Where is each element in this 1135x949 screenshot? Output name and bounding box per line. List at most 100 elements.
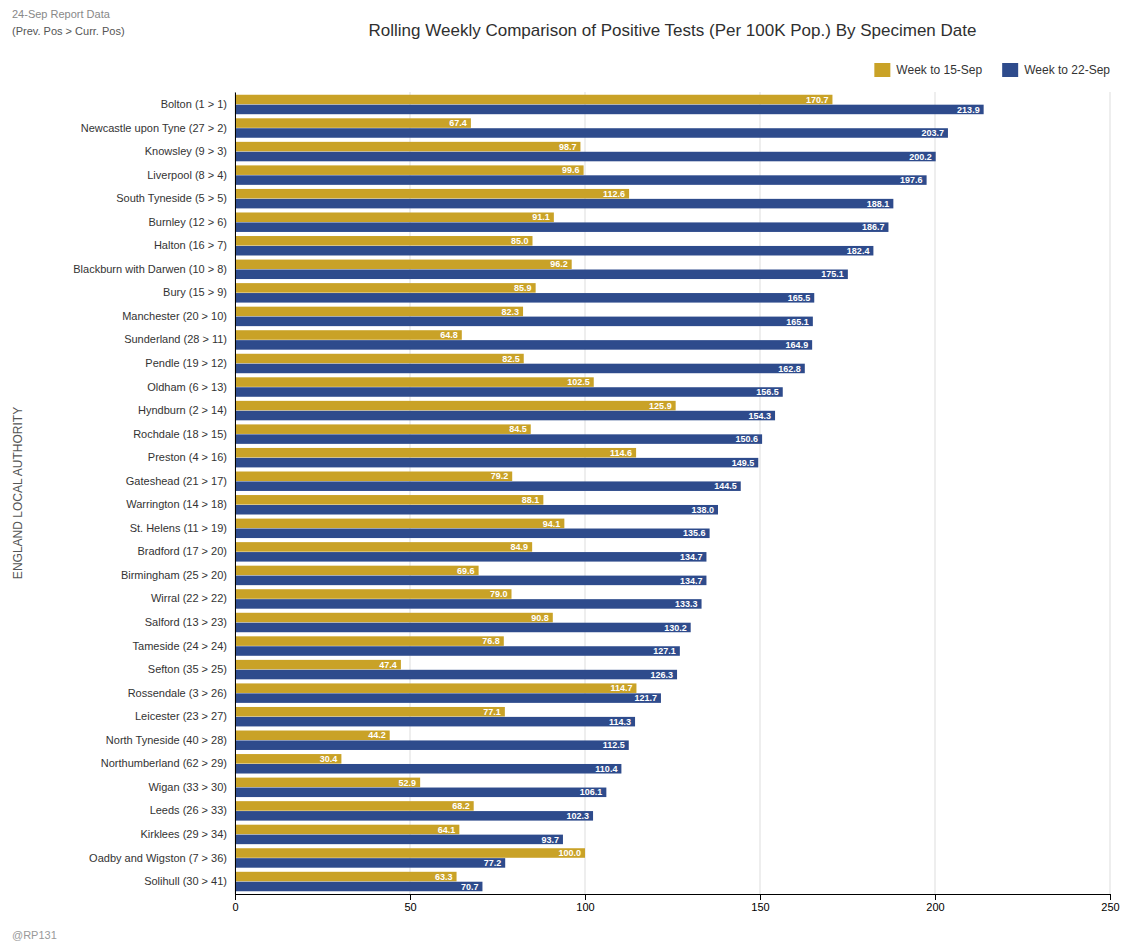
tick-label: Warrington (14 > 18) — [126, 498, 227, 510]
tick: Newcastle upon Tyne (27 > 2) — [81, 122, 227, 134]
bar — [235, 236, 533, 246]
tick-label: Kirklees (29 > 34) — [140, 828, 227, 840]
bar — [235, 623, 691, 633]
tick: Kirklees (29 > 34) — [140, 828, 227, 840]
bar — [235, 683, 636, 693]
annotation: @RP131 — [12, 929, 57, 941]
tick-label: Pendle (19 > 12) — [145, 357, 227, 369]
tick-label: Hyndburn (2 > 14) — [138, 404, 227, 416]
bar — [235, 670, 677, 680]
tick: Wigan (33 > 30) — [148, 781, 227, 793]
bar — [235, 764, 621, 774]
tick-label: 150 — [751, 901, 769, 913]
data-label: 102.5 — [567, 377, 590, 387]
data-label: 213.9 — [957, 105, 980, 115]
bar — [235, 825, 459, 835]
tick: Oadby and Wigston (7 > 36) — [89, 851, 227, 863]
bar — [235, 212, 554, 222]
legend-item: Week to 22-Sep — [1002, 63, 1110, 77]
tick: Blackburn with Darwen (10 > 8) — [73, 263, 227, 275]
tick: Warrington (14 > 18) — [126, 498, 227, 510]
tick-label: Salford (13 > 23) — [145, 616, 227, 628]
tick-label: Wigan (33 > 30) — [148, 781, 227, 793]
data-label: 133.3 — [675, 599, 698, 609]
tick-label: 100 — [576, 901, 594, 913]
tick-label: Burnley (12 > 6) — [148, 216, 227, 228]
tick: Bradford (17 > 20) — [137, 545, 227, 557]
tick: Pendle (19 > 12) — [145, 357, 227, 369]
tick: Sunderland (28 > 11) — [124, 333, 227, 345]
bar — [235, 260, 572, 270]
bar — [235, 566, 479, 576]
tick-label: Sunderland (28 > 11) — [124, 333, 227, 345]
data-label: 144.5 — [714, 481, 737, 491]
tick: 150 — [751, 894, 769, 913]
tick: Manchester (20 > 10) — [122, 310, 227, 322]
tick: Hyndburn (2 > 14) — [138, 404, 227, 416]
data-label: 90.8 — [531, 613, 549, 623]
bar — [235, 740, 629, 750]
data-label: 84.9 — [511, 542, 529, 552]
tick: Rochdale (18 > 15) — [133, 428, 227, 440]
tick: Gateshead (21 > 17) — [126, 475, 227, 487]
bar — [235, 754, 341, 764]
data-label: 156.5 — [756, 387, 779, 397]
data-label: 182.4 — [847, 246, 870, 256]
bar — [235, 222, 888, 232]
data-label: 121.7 — [634, 693, 657, 703]
tick: Sefton (35 > 25) — [148, 663, 227, 675]
tick-label: Solihull (30 > 41) — [144, 875, 227, 887]
tick-label: Bolton (1 > 1) — [161, 98, 227, 110]
tick-label: Newcastle upon Tyne (27 > 2) — [81, 122, 227, 134]
bar — [235, 142, 580, 152]
tick: Preston (4 > 16) — [148, 451, 227, 463]
bar — [235, 481, 741, 491]
plot-area: 170.767.498.799.6112.691.185.096.285.982… — [73, 92, 1119, 913]
data-label: 154.3 — [749, 411, 772, 421]
annotation: (Prev. Pos > Curr. Pos) — [12, 25, 125, 37]
data-label: 149.5 — [732, 458, 755, 468]
bar — [235, 448, 636, 458]
bar — [235, 387, 783, 397]
tick-label: Gateshead (21 > 17) — [126, 475, 227, 487]
bar — [235, 199, 893, 209]
bar — [235, 589, 512, 599]
bar-series — [235, 105, 984, 892]
bar — [235, 576, 706, 586]
data-label: 67.4 — [449, 118, 467, 128]
grid-line — [1110, 92, 1111, 894]
grid-line — [585, 92, 586, 894]
tick-label: Leeds (26 > 33) — [150, 804, 227, 816]
bar — [235, 189, 629, 199]
tick-label: Wirral (22 > 22) — [151, 592, 227, 604]
bar — [235, 529, 710, 539]
data-label: 110.4 — [595, 764, 617, 774]
tick: Leeds (26 > 33) — [150, 804, 227, 816]
data-label: 150.6 — [736, 434, 759, 444]
tick: 100 — [576, 894, 594, 913]
tick: Liverpool (8 > 4) — [147, 169, 227, 181]
tick-label: Sefton (35 > 25) — [148, 663, 227, 675]
data-labels: 170.767.498.799.6112.691.185.096.285.982… — [320, 95, 980, 892]
axis-line — [235, 93, 236, 895]
tick: South Tyneside (5 > 5) — [116, 192, 227, 204]
tick-mark — [760, 894, 761, 900]
tick-label: Halton (16 > 7) — [154, 239, 227, 251]
bar — [235, 872, 457, 882]
x-axis: 050100150200250 — [232, 894, 1119, 913]
data-label: 125.9 — [649, 401, 672, 411]
bar — [235, 165, 584, 175]
y-axis: Bolton (1 > 1) Newcastle upon Tyne (27 > … — [73, 93, 235, 895]
bar — [235, 340, 812, 350]
data-label: 85.0 — [511, 236, 529, 246]
legend-swatch — [1002, 63, 1018, 77]
data-label: 64.1 — [438, 825, 456, 835]
legend-label: Week to 22-Sep — [1024, 63, 1110, 77]
tick-label: South Tyneside (5 > 5) — [116, 192, 227, 204]
tick-label: St. Helens (11 > 19) — [130, 522, 227, 534]
tick: Halton (16 > 7) — [154, 239, 227, 251]
bar — [235, 434, 762, 444]
bar — [235, 128, 948, 138]
data-label: 114.3 — [609, 717, 631, 727]
bar — [235, 519, 564, 529]
